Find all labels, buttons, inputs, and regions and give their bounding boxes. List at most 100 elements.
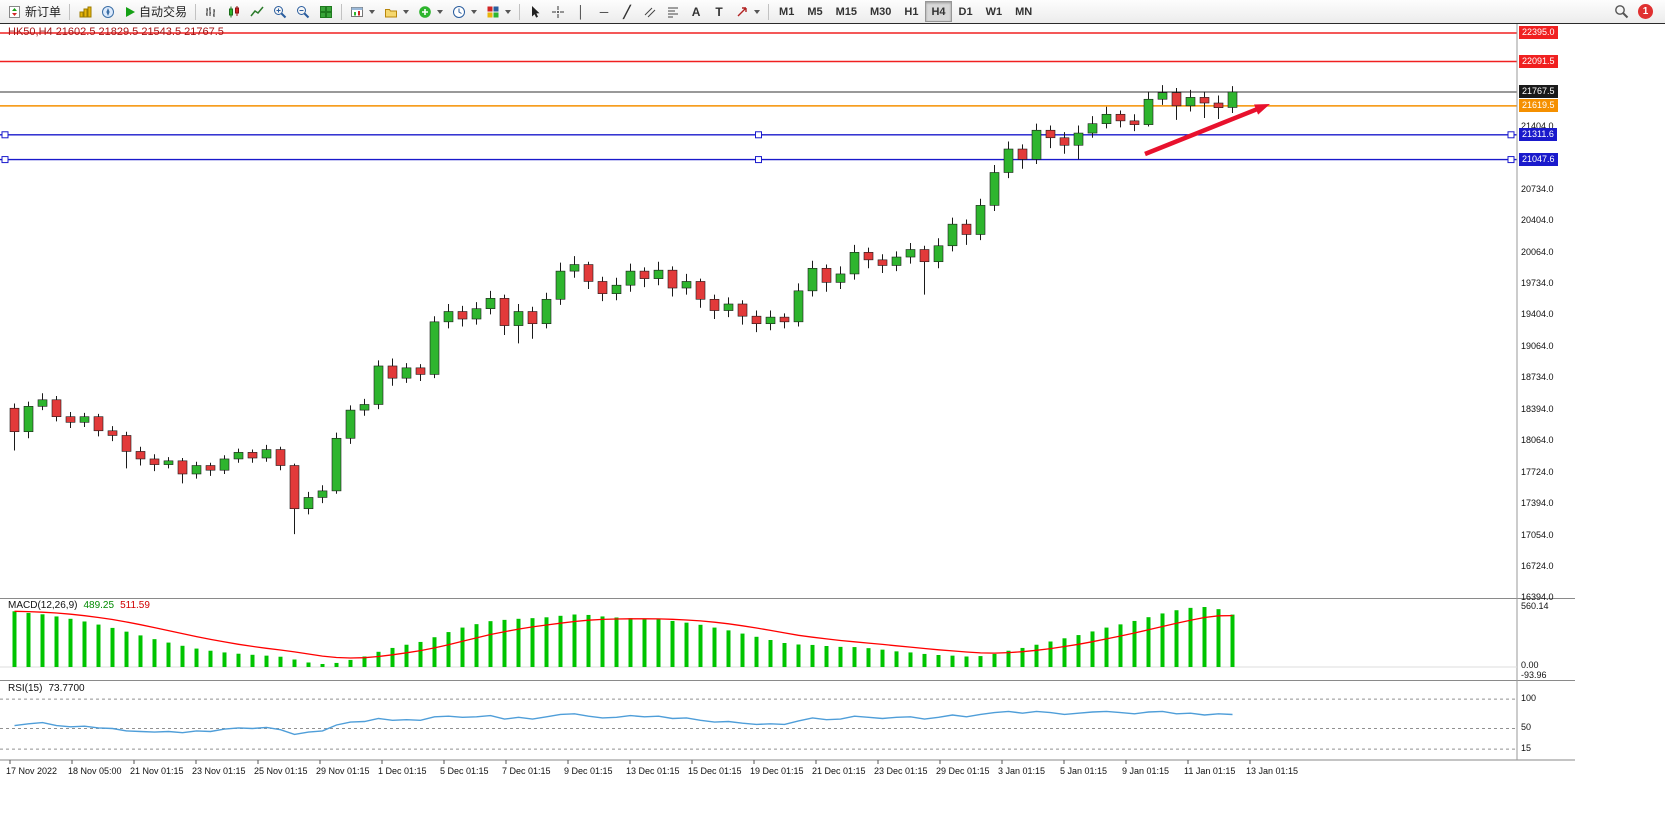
time-axis-label: 3 Jan 01:15 [998, 766, 1046, 776]
timeframe-d1-button[interactable]: D1 [953, 1, 979, 22]
profiles-button[interactable] [380, 1, 413, 22]
price-badge: 21311.6 [1519, 127, 1557, 141]
price-tick-label: 18734.0 [1521, 371, 1554, 382]
dropdown-caret [369, 9, 376, 14]
candle-body [457, 311, 468, 320]
rsi-indicator-label: RSI(15) 73.7700 [8, 683, 85, 694]
candle-body [289, 465, 300, 510]
candle-body [9, 407, 20, 433]
notification-badge[interactable]: 1 [1638, 4, 1653, 19]
candle-body [667, 269, 678, 289]
templates-button[interactable] [482, 1, 515, 22]
profiles-icon [385, 8, 398, 17]
market-watch-button[interactable] [74, 1, 96, 22]
line-chart-button[interactable] [246, 1, 268, 22]
search-button[interactable] [1610, 1, 1633, 22]
tile-windows-icon [320, 5, 333, 18]
candle-body [1157, 92, 1168, 100]
candle-body [247, 452, 258, 459]
periods-button[interactable] [448, 1, 481, 22]
dropdown-caret [505, 9, 512, 14]
candle-body [359, 404, 370, 411]
new-order-label: 新订单 [25, 5, 62, 19]
toolbar: 新订单 自动交易 [0, 0, 1665, 24]
line-chart-icon [250, 6, 264, 16]
candle-body [1031, 129, 1042, 160]
candle-body [121, 435, 132, 452]
zoom-in-icon [274, 5, 287, 18]
candle-body [905, 249, 916, 258]
candle-body [261, 449, 272, 459]
toolbar-separator [768, 3, 770, 20]
price-tick-label: 17054.0 [1521, 529, 1554, 540]
toolbar-separator [195, 3, 197, 20]
text-button[interactable]: A [685, 1, 707, 22]
chart-canvas[interactable] [0, 24, 1665, 832]
trend-arrow-head[interactable] [1254, 104, 1270, 115]
candlestick-chart-button[interactable] [223, 1, 245, 22]
candle-body [177, 460, 188, 475]
price-tick-label: 21404.0 [1521, 121, 1554, 132]
shapes-button[interactable] [731, 1, 764, 22]
zoom-out-button[interactable] [292, 1, 314, 22]
macd-signal-line [14, 610, 1233, 659]
line-handle[interactable] [755, 156, 762, 164]
timeframe-m15-button[interactable]: M15 [830, 1, 863, 22]
time-axis-label: 5 Jan 01:15 [1060, 766, 1108, 776]
crosshair-icon [552, 5, 565, 18]
time-axis-label: 7 Dec 01:15 [502, 766, 551, 776]
timeframe-m1-button[interactable]: M1 [773, 1, 800, 22]
time-axis-label: 23 Dec 01:15 [874, 766, 928, 776]
time-axis-label: 21 Dec 01:15 [812, 766, 866, 776]
candle-body [79, 416, 90, 423]
candle-body [149, 458, 160, 465]
timeframe-w1-button[interactable]: W1 [980, 1, 1009, 22]
periods-icon [453, 5, 466, 18]
trend-arrow[interactable] [1144, 106, 1260, 157]
horizontal-line-button[interactable]: ─ [593, 1, 615, 22]
line-handle[interactable] [1, 156, 9, 164]
autotrade-button[interactable]: 自动交易 [120, 1, 191, 22]
crosshair-button[interactable] [547, 1, 569, 22]
time-axis-label: 29 Nov 01:15 [316, 766, 370, 776]
indicators-icon [419, 5, 431, 18]
timeframe-mn-button[interactable]: MN [1009, 1, 1038, 22]
label-button[interactable]: T [708, 1, 730, 22]
equidistant-channel-button[interactable] [639, 1, 661, 22]
candle-body [331, 437, 342, 492]
tile-windows-button[interactable] [315, 1, 337, 22]
line-handle[interactable] [1507, 156, 1515, 164]
candle-body [597, 281, 608, 294]
templates-icon [487, 6, 499, 17]
line-handle[interactable] [1, 131, 9, 139]
timeframe-h4-button[interactable]: H4 [925, 1, 952, 22]
timeframe-m30-button[interactable]: M30 [864, 1, 897, 22]
cursor-button[interactable] [524, 1, 546, 22]
rsi-line [14, 710, 1233, 736]
candle-body [709, 298, 720, 311]
new-chart-button[interactable] [346, 1, 379, 22]
timeframe-m5-button[interactable]: M5 [801, 1, 828, 22]
zoom-in-button[interactable] [269, 1, 291, 22]
chart-area[interactable]: HK50,H4 21602.5 21829.5 21543.5 21767.5 … [0, 24, 1665, 832]
navigator-button[interactable] [97, 1, 119, 22]
rsi-value: 73.7700 [48, 683, 85, 694]
price-tick-label: 17724.0 [1521, 466, 1554, 477]
dropdown-caret [403, 9, 410, 14]
line-handle[interactable] [1507, 131, 1515, 139]
indicators-button[interactable] [414, 1, 447, 22]
cursor-icon [532, 5, 540, 18]
trendline-button[interactable]: ╱ [616, 1, 638, 22]
zoom-out-icon [297, 5, 310, 18]
candle-body [443, 311, 454, 323]
dropdown-caret [471, 9, 478, 14]
bar-chart-button[interactable] [200, 1, 222, 22]
equidistant-channel-icon [644, 7, 656, 17]
candle-body [1073, 132, 1084, 146]
vertical-line-button[interactable]: │ [570, 1, 592, 22]
new-order-button[interactable]: 新订单 [4, 1, 65, 22]
timeframe-h1-button[interactable]: H1 [898, 1, 924, 22]
time-axis-label: 23 Nov 01:15 [192, 766, 246, 776]
line-handle[interactable] [755, 131, 762, 139]
fibonacci-button[interactable] [662, 1, 684, 22]
